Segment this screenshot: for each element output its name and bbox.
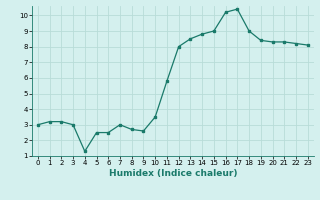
- X-axis label: Humidex (Indice chaleur): Humidex (Indice chaleur): [108, 169, 237, 178]
